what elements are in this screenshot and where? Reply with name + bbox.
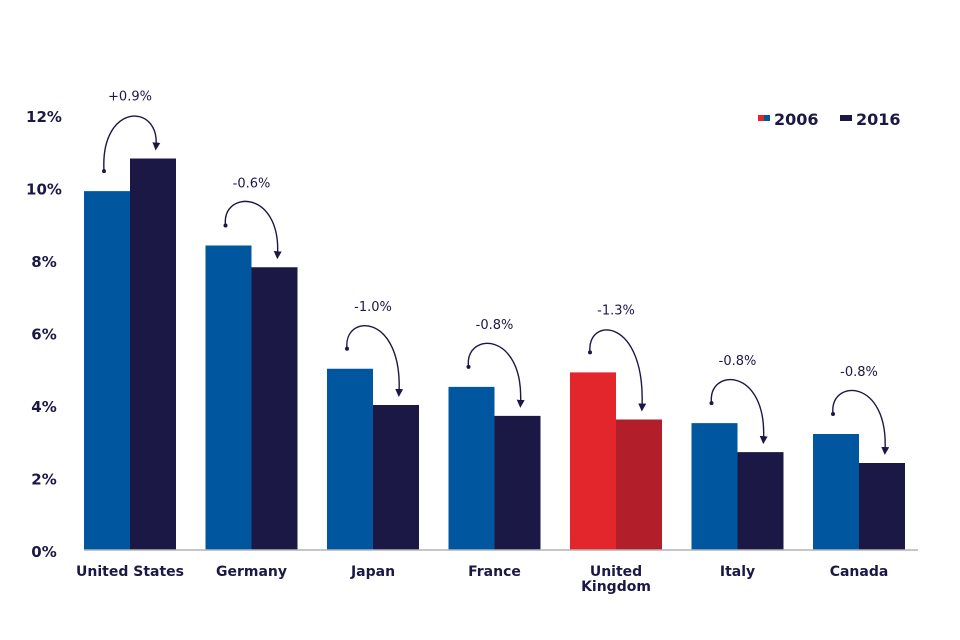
change-label: -0.6% bbox=[233, 177, 271, 192]
legend-label: 2016 bbox=[856, 110, 901, 129]
bar-2016 bbox=[130, 158, 176, 550]
x-axis: United States Germany Japan France United Kin… bbox=[76, 564, 888, 595]
bar-2006 bbox=[327, 368, 373, 550]
legend: 2006 2016 bbox=[758, 110, 901, 129]
y-tick-label: 8% bbox=[31, 253, 56, 271]
legend-item-2006: 2006 bbox=[758, 110, 819, 129]
y-tick-label: 10% bbox=[26, 181, 62, 199]
legend-label: 2006 bbox=[774, 110, 819, 129]
change-arrow bbox=[832, 389, 890, 455]
bar-2016 bbox=[373, 405, 419, 550]
x-tick-label: Japan bbox=[350, 564, 395, 580]
bar-2006 bbox=[205, 245, 252, 550]
y-tick-label: 0% bbox=[31, 543, 56, 561]
change-arrow bbox=[346, 325, 404, 397]
x-tick-label: United States bbox=[76, 564, 184, 580]
bar-2016 bbox=[859, 463, 905, 550]
bar-2016 bbox=[616, 419, 662, 550]
bar-2016 bbox=[251, 267, 298, 550]
change-label: -0.8% bbox=[719, 354, 757, 369]
x-tick-label: United Kingdom bbox=[581, 564, 651, 595]
x-tick-label: Italy bbox=[720, 564, 755, 580]
change-arrows: +0.9% -0.6% -1.0% -0.8% -1.3% -0.8% -0.8% bbox=[102, 90, 890, 455]
bar-2006 bbox=[84, 191, 130, 550]
bar-2016 bbox=[737, 452, 784, 550]
legend-swatch bbox=[846, 115, 852, 121]
change-label: -1.3% bbox=[597, 303, 635, 318]
bar-2006 bbox=[448, 386, 495, 550]
y-axis: 0% 2% 4% 6% 8% 10% 12% bbox=[26, 108, 62, 561]
change-arrow bbox=[103, 115, 161, 172]
legend-swatch bbox=[764, 115, 770, 121]
y-tick-label: 2% bbox=[31, 471, 56, 489]
bar-2016 bbox=[494, 415, 541, 550]
bars bbox=[84, 158, 918, 551]
x-tick-label: Canada bbox=[830, 564, 889, 580]
bar-2006 bbox=[570, 372, 616, 550]
y-tick-label: 4% bbox=[31, 398, 56, 416]
y-tick-label: 12% bbox=[26, 108, 62, 126]
x-tick-label: France bbox=[468, 564, 521, 580]
change-label: -0.8% bbox=[476, 318, 514, 333]
y-tick-label: 6% bbox=[31, 326, 56, 344]
bar-2006 bbox=[813, 434, 859, 550]
legend-item-2016: 2016 bbox=[840, 110, 901, 129]
change-arrow bbox=[589, 329, 647, 412]
change-label: +0.9% bbox=[108, 90, 152, 105]
bar-2006 bbox=[691, 423, 738, 550]
x-tick-label: Germany bbox=[216, 564, 287, 580]
change-label: -1.0% bbox=[354, 300, 392, 315]
change-arrow bbox=[710, 378, 768, 445]
change-arrow bbox=[224, 200, 282, 260]
legend-swatch bbox=[840, 115, 846, 121]
legend-swatch bbox=[758, 115, 764, 121]
change-label: -0.8% bbox=[840, 365, 878, 380]
change-arrow bbox=[467, 342, 525, 408]
